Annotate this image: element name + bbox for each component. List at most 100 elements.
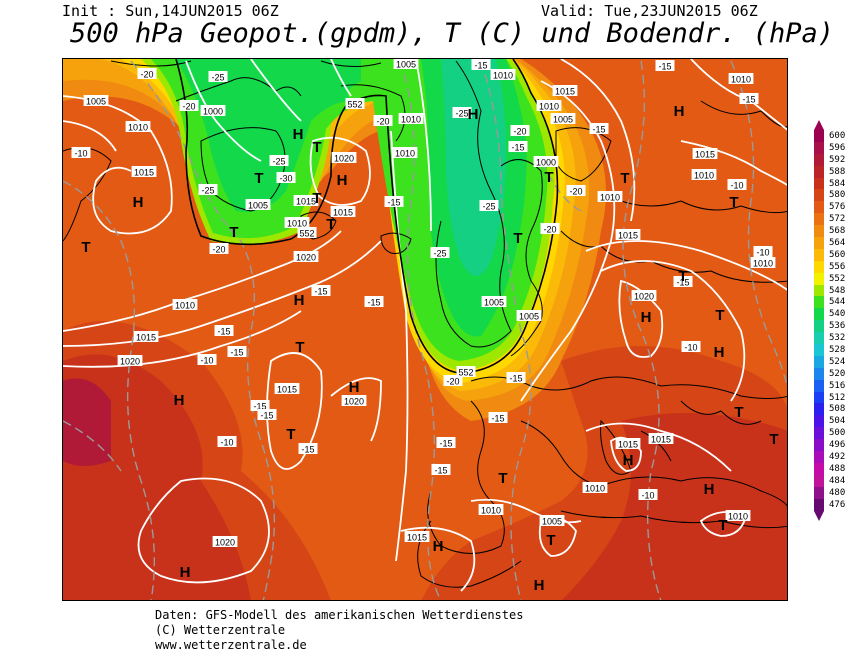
isobar-label: 1010 bbox=[597, 191, 623, 203]
legend-swatch bbox=[814, 308, 824, 321]
isobar-label: 1005 bbox=[516, 310, 542, 322]
svg-text:1010: 1010 bbox=[731, 75, 751, 85]
legend-entry: 508 bbox=[811, 403, 849, 416]
isobar-label: 1005 bbox=[481, 296, 507, 308]
high-pressure-marker: H bbox=[294, 292, 305, 309]
legend-entry: 532 bbox=[811, 332, 849, 345]
isobar-label: 1020 bbox=[293, 251, 319, 263]
weather-map[interactable]: -20 -25 -20 -10 -25 -30 -25 -20 -15 -20 -15 -15 -15-… bbox=[62, 58, 788, 601]
legend-swatch bbox=[814, 355, 824, 368]
legend-label: 548 bbox=[829, 285, 846, 296]
svg-text:-25: -25 bbox=[272, 157, 285, 167]
svg-text:1010: 1010 bbox=[128, 123, 148, 133]
svg-text:552: 552 bbox=[299, 229, 314, 239]
isobar-label: 1020 bbox=[631, 290, 657, 302]
temperature-label: -10 bbox=[727, 179, 747, 191]
legend-label: 560 bbox=[829, 249, 846, 260]
legend-swatch bbox=[814, 153, 824, 166]
temperature-label: -15 bbox=[655, 60, 675, 72]
isobar-label: 1015 bbox=[131, 166, 157, 178]
high-pressure-marker: H bbox=[180, 564, 191, 581]
high-pressure-marker: H bbox=[349, 379, 360, 396]
legend-entry: 540 bbox=[811, 308, 849, 321]
legend-entry: 560 bbox=[811, 248, 849, 261]
temperature-label: -15 bbox=[257, 409, 277, 421]
svg-text:-15: -15 bbox=[301, 445, 314, 455]
legend-entry: 580 bbox=[811, 189, 849, 202]
isobar-label: 1005 bbox=[550, 113, 576, 125]
temperature-label: -25 bbox=[430, 247, 450, 259]
isobar-label: 1020 bbox=[331, 152, 357, 164]
svg-text:-25: -25 bbox=[433, 249, 446, 259]
legend-label: 576 bbox=[829, 202, 846, 213]
svg-text:1010: 1010 bbox=[493, 71, 513, 81]
temperature-label: -15 bbox=[488, 412, 508, 424]
isobar-label: 1010 bbox=[478, 504, 504, 516]
map-title: 500 hPa Geopot.(gpdm), T (C) und Bodendr… bbox=[70, 18, 835, 49]
temperature-label: -20 bbox=[566, 185, 586, 197]
low-pressure-marker: T bbox=[678, 268, 687, 285]
temperature-labels: -20 -25-20-10-25-30-25-20-15-20-15-15-15-… bbox=[71, 59, 773, 501]
legend-label: 476 bbox=[829, 499, 846, 510]
high-pressure-marker: H bbox=[534, 577, 545, 594]
low-pressure-marker: T bbox=[715, 307, 724, 324]
valid-time: Valid: Tue,23JUN2015 06Z bbox=[541, 2, 758, 20]
temperature-label: -15 bbox=[673, 276, 693, 288]
temperature-label: -15 bbox=[298, 443, 318, 455]
svg-text:-15: -15 bbox=[511, 143, 524, 153]
legend-entry: 568 bbox=[811, 225, 849, 238]
isobar-label: 1015 bbox=[552, 85, 578, 97]
legend-swatch bbox=[814, 415, 824, 428]
low-pressure-marker: T bbox=[254, 170, 263, 187]
temperature-label: -10 bbox=[681, 341, 701, 353]
svg-text:1010: 1010 bbox=[401, 115, 421, 125]
legend-label: 520 bbox=[829, 368, 846, 379]
legend-label: 572 bbox=[829, 214, 846, 225]
legend-swatch bbox=[814, 332, 824, 345]
svg-text:1015: 1015 bbox=[695, 150, 715, 160]
temperature-label: -15 bbox=[506, 372, 526, 384]
svg-text:1015: 1015 bbox=[555, 87, 575, 97]
isobar-label: 1005 bbox=[83, 95, 109, 107]
svg-text:1005: 1005 bbox=[248, 201, 268, 211]
legend-entry: 592 bbox=[811, 153, 849, 166]
isobar-label: 1010 bbox=[750, 257, 776, 269]
low-pressure-marker: T bbox=[312, 190, 321, 207]
svg-text:-15: -15 bbox=[658, 62, 671, 72]
legend-entry: 492 bbox=[811, 451, 849, 464]
legend-entry: 556 bbox=[811, 260, 849, 273]
legend-label: 588 bbox=[829, 166, 846, 177]
isobar-label: 1010 bbox=[172, 299, 198, 311]
isobar-label: 1010 bbox=[490, 69, 516, 81]
legend-swatch bbox=[814, 403, 824, 416]
svg-text:-15: -15 bbox=[230, 348, 243, 358]
legend-label: 512 bbox=[829, 392, 846, 403]
low-pressure-marker: T bbox=[620, 170, 629, 187]
svg-text:1005: 1005 bbox=[519, 312, 539, 322]
legend-entry: 524 bbox=[811, 355, 849, 368]
legend-label: 596 bbox=[829, 142, 846, 153]
low-pressure-marker: T bbox=[513, 230, 522, 247]
isobar-label: 1000 bbox=[200, 105, 226, 117]
legend-label: 504 bbox=[829, 416, 846, 427]
temperature-label: -10 bbox=[638, 489, 658, 501]
legend-entry: 484 bbox=[811, 474, 849, 487]
svg-text:1020: 1020 bbox=[334, 154, 354, 164]
legend-swatch bbox=[814, 427, 824, 440]
legend-entry: 504 bbox=[811, 415, 849, 428]
svg-text:-20: -20 bbox=[446, 377, 459, 387]
legend-swatch bbox=[814, 165, 824, 178]
legend-label: 584 bbox=[829, 178, 846, 189]
svg-text:-10: -10 bbox=[730, 181, 743, 191]
svg-text:1020: 1020 bbox=[120, 357, 140, 367]
legend-swatch bbox=[814, 237, 824, 250]
svg-text:-15: -15 bbox=[491, 414, 504, 424]
credits-copyright: (C) Wetterzentrale bbox=[155, 623, 286, 637]
svg-text:1010: 1010 bbox=[600, 193, 620, 203]
isobar-labels: 1005 1010 1000 1015 1020 1005 1015 1015 1010 1020… bbox=[83, 59, 776, 548]
credits-website[interactable]: www.wetterzentrale.de bbox=[155, 638, 307, 652]
legend-label: 556 bbox=[829, 261, 846, 272]
isobar-label: 1005 bbox=[245, 199, 271, 211]
isobar-label: 1010 bbox=[691, 169, 717, 181]
high-pressure-marker: H bbox=[641, 309, 652, 326]
